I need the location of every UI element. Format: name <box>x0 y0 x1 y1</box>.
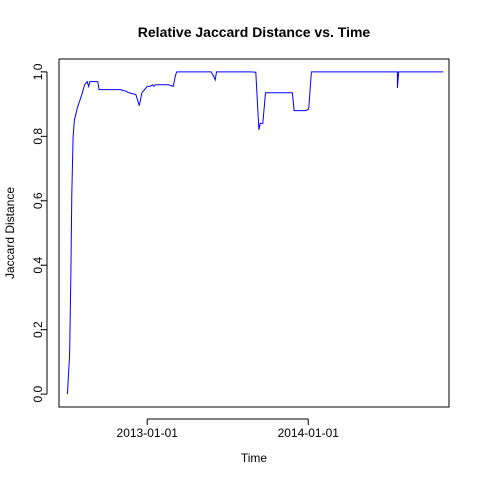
x-tick-label: 2014-01-01 <box>278 426 340 440</box>
x-axis-label: Time <box>241 451 268 465</box>
chart-title: Relative Jaccard Distance vs. Time <box>138 24 371 40</box>
y-tick-label: 0.6 <box>31 192 45 209</box>
y-tick-label: 0.2 <box>31 321 45 338</box>
series-line <box>66 71 444 395</box>
x-axis: 2013-01-01 2014-01-01 <box>117 418 340 440</box>
y-tick-label: 0.8 <box>31 128 45 145</box>
y-axis-label: Jaccard Distance <box>3 187 17 279</box>
y-tick-label: 0.0 <box>31 385 45 402</box>
y-axis: 0.0 0.2 0.4 0.6 0.8 1.0 <box>31 63 48 402</box>
plot-area <box>58 58 450 408</box>
y-tick-label: 1.0 <box>31 63 45 80</box>
x-tick-label: 2013-01-01 <box>117 426 179 440</box>
y-tick-label: 0.4 <box>31 257 45 274</box>
series-layer <box>66 71 444 395</box>
